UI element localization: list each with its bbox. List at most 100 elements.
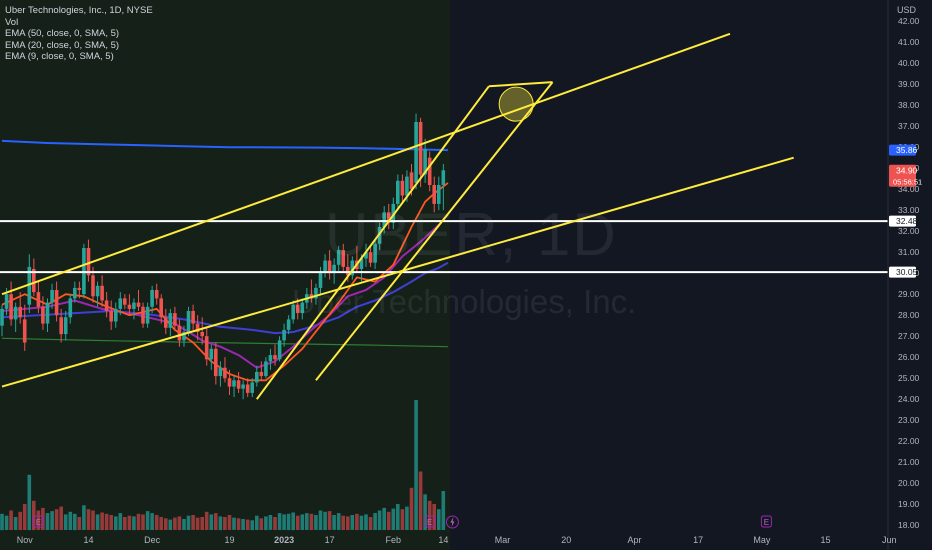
volume-bar [159,517,163,530]
y-tick-label: 37.00 [898,121,920,131]
volume-bar [100,512,104,531]
volume-bar [309,513,314,531]
volume-bar [118,513,123,530]
candle-body [4,294,9,309]
volume-bar [418,471,423,530]
y-tick-label: 22.00 [898,436,920,446]
legend-ema20[interactable]: EMA (20, close, 0, SMA, 5) [5,39,120,51]
legend-title[interactable]: Uber Technologies, Inc., 1D, NYSE [5,5,153,16]
legend-ema9[interactable]: EMA (9, close, 0, SMA, 5) [5,51,114,63]
volume-bar [9,510,13,530]
trendline [1,156,794,388]
candle-body [9,294,13,320]
volume-bar [396,504,400,530]
candle-body [77,287,82,290]
volume-bar [314,515,318,530]
volume-bar [409,487,414,531]
candle-body [191,311,195,324]
volume-bar [377,510,382,530]
y-tick-label: 38.00 [898,100,920,110]
legend-vol[interactable]: Vol [5,16,19,28]
volume-bar [291,512,295,531]
candle-body [250,382,254,393]
candle-body [82,248,86,295]
price-label-text: 34.90 [896,165,918,175]
candle-body [168,313,173,328]
candle-body [173,313,177,326]
volume-bar [250,520,254,531]
y-tick-label: 21.00 [898,457,920,467]
candle-body [86,248,91,276]
trendline [315,81,554,381]
candle-body [41,306,45,324]
candle-body [323,260,327,272]
volume-bar [223,517,227,530]
earnings-marker-letter: E [764,518,769,527]
candle-body [346,266,350,276]
volume-bar [27,474,32,531]
candle-body [218,367,223,377]
volume-bar [382,507,386,530]
candle-body [241,384,245,389]
volume-bar [245,519,250,530]
volume-bar [73,513,77,531]
volume-bar [36,510,41,530]
candle-body [0,308,4,326]
volume-bar [41,507,45,530]
volume-bar [132,516,136,531]
price-label-box [889,164,916,187]
volume-bar [104,513,109,531]
candle-body [132,302,136,309]
volume-bar [368,517,373,530]
candle-body [414,122,418,183]
volume-bar [400,509,405,530]
volume-bar [154,515,159,530]
y-tick-label: 42.00 [898,16,920,26]
volume-bar [209,514,214,530]
x-tick-label: 2023 [274,535,294,545]
candle-body [418,122,423,175]
volume-bar [191,515,195,530]
volume-bar [318,510,323,530]
volume-bar [82,505,86,530]
x-tick-label: Mar [495,535,511,545]
candle-body [127,304,132,309]
x-tick-label: Dec [144,535,161,545]
x-tick-label: Apr [627,535,641,545]
volume-bar [0,513,4,531]
x-tick-label: 14 [438,535,448,545]
volume-bar [373,513,377,530]
volume-bar [359,515,364,530]
volume-bar [173,517,177,530]
candle-body [13,306,18,320]
candle-body [368,252,373,263]
y-tick-label: 41.00 [898,37,920,47]
volume-bar [346,516,350,531]
volume-bar [18,511,22,530]
candle-body [150,290,154,307]
candle-body [236,380,241,389]
volume-bar [350,515,355,530]
price-label-box [889,266,916,278]
volume-bar [91,510,95,530]
candle-body [441,170,446,185]
legend-ema50[interactable]: EMA (50, close, 0, SMA, 5) [5,28,120,40]
y-tick-label: 19.00 [898,499,920,509]
candle-body [341,250,345,267]
candle-body [409,172,414,190]
y-tick-label: 39.00 [898,79,920,89]
volume-bar [145,511,150,530]
candle-body [277,340,282,360]
volume-bar [136,513,141,531]
volume-bar [95,514,100,530]
candle-body [136,302,141,307]
candle-body [264,361,268,377]
candle-body [195,323,200,332]
candle-body [318,271,323,288]
earnings-marker-icon [760,515,772,528]
candle-body [164,317,168,328]
y-tick-label: 18.00 [898,520,920,530]
y-tick-label: 29.00 [898,289,920,299]
